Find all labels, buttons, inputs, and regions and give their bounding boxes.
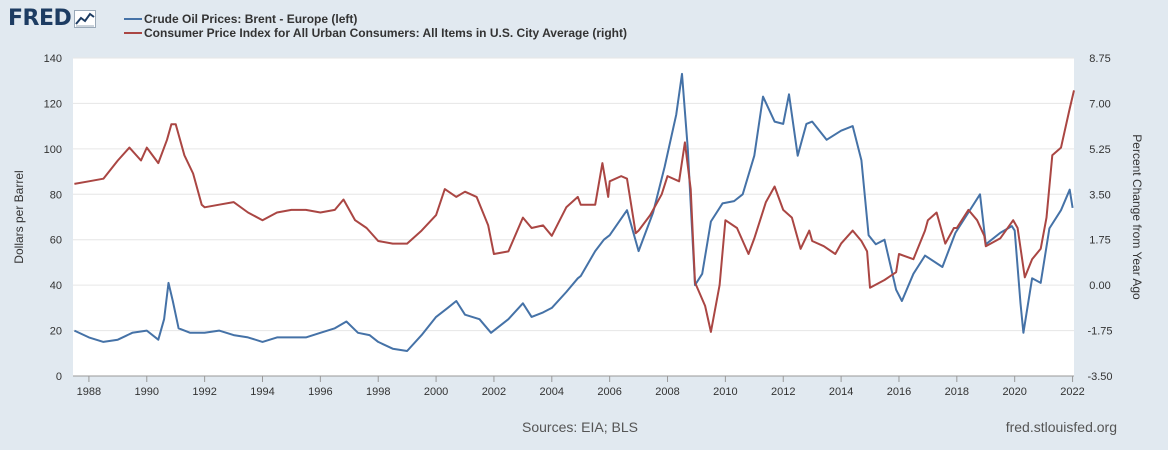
legend-swatch-oil [124,18,142,20]
y-right-tick-label: 0.00 [1089,280,1110,292]
y-axis-right: -3.50 -1.75 0.00 1.75 3.50 5.25 7.00 8.75 [1087,53,1112,383]
x-tick-label: 2020 [1002,386,1026,398]
plot-area [73,58,1074,376]
x-tick-label: 1994 [250,386,274,398]
series-line-oil[interactable] [73,72,1074,352]
x-axis: 1988 1990 1992 1994 1996 1998 2000 2002 2004 2006… [73,375,1085,398]
y-right-tick-label: 3.50 [1089,189,1110,201]
y-left-tick-label: 60 [50,235,62,247]
y-left-tick-label: 80 [50,189,62,201]
y-right-tick-label: 8.75 [1089,53,1110,65]
x-tick-label: 2018 [945,386,969,398]
x-tick-label: 1996 [308,386,332,398]
x-tick-label: 2016 [887,386,911,398]
y-right-tick-label: -1.75 [1087,326,1112,338]
y-left-tick-label: 120 [44,98,62,110]
y-left-tick-label: 140 [44,53,62,65]
x-tick-label: 1988 [77,386,101,398]
y-right-tick-label: 5.25 [1089,144,1110,156]
x-tick-label: 1998 [366,386,390,398]
logo-text: FRED [8,6,72,31]
series-lines [73,72,1075,352]
legend-item-oil[interactable]: Crude Oil Prices: Brent - Europe (left) [124,12,627,26]
x-tick-label: 2000 [424,386,448,398]
fred-logo[interactable]: FRED [8,6,97,31]
x-tick-label: 1992 [192,386,216,398]
x-tick-label: 1990 [135,386,159,398]
legend-item-cpi[interactable]: Consumer Price Index for All Urban Consu… [124,26,627,40]
y-axis-left: 0 20 40 60 80 100 120 140 [44,53,62,383]
x-tick-label: 2010 [713,386,737,398]
x-tick-label: 2022 [1060,386,1084,398]
x-tick-label: 2008 [655,386,679,398]
x-tick-label: 2012 [771,386,795,398]
sources-text: Sources: EIA; BLS [522,419,638,435]
line-chart-icon [74,9,97,28]
y-axis-right-title: Percent Change from Year Ago [1130,134,1144,300]
chart-legend: Crude Oil Prices: Brent - Europe (left) … [124,12,627,40]
y-right-tick-label: -3.50 [1087,371,1112,383]
y-left-tick-label: 20 [50,326,62,338]
y-left-tick-label: 100 [44,144,62,156]
y-right-tick-label: 7.00 [1089,98,1110,110]
legend-label-oil: Crude Oil Prices: Brent - Europe (left) [144,12,358,26]
x-tick-label: 2014 [829,386,853,398]
legend-swatch-cpi [124,32,142,34]
legend-label-cpi: Consumer Price Index for All Urban Consu… [144,26,627,40]
x-tick-label: 2002 [482,386,506,398]
x-tick-label: 2006 [597,386,621,398]
series-line-cpi[interactable] [74,90,1075,333]
y-left-tick-label: 40 [50,280,62,292]
y-right-tick-label: 1.75 [1089,235,1110,247]
fred-url-link[interactable]: fred.stlouisfed.org [1005,419,1117,435]
x-tick-label: 2004 [540,386,564,398]
y-axis-left-title: Dollars per Barrel [12,170,26,263]
y-left-tick-label: 0 [56,371,62,383]
